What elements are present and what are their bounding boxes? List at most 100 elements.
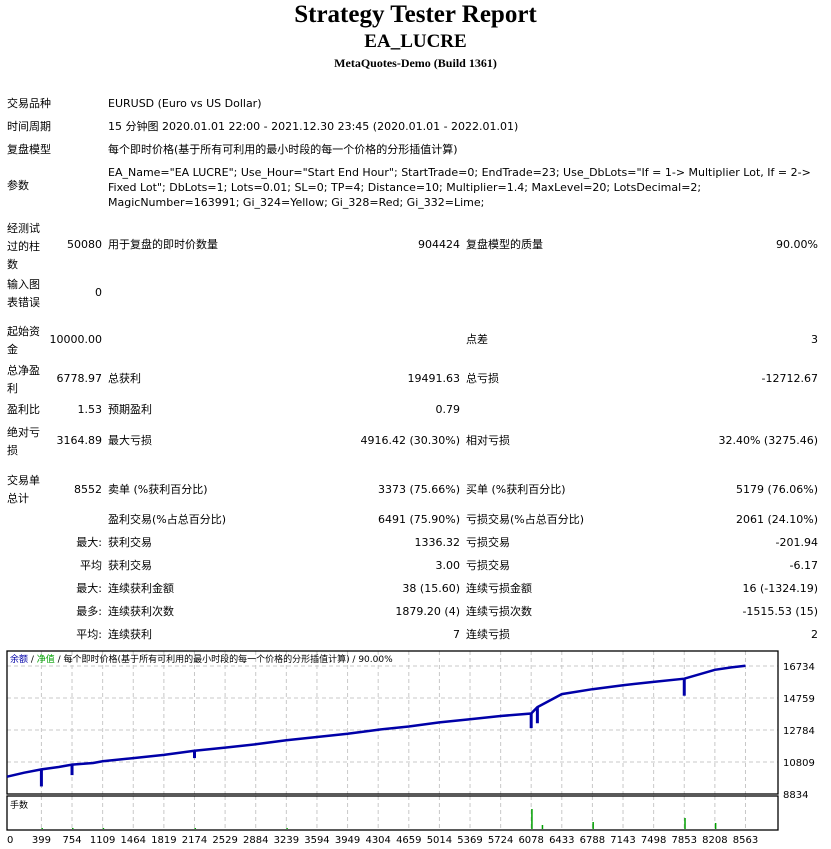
svg-text:754: 754 xyxy=(62,835,81,846)
equity-chart: 余额 / 净值 / 每个即时价格(基于所有可利用的最小时段的每一个价格的分形插值… xyxy=(6,650,815,846)
symbol-label: 交易品种 xyxy=(7,97,51,110)
symbol-value: EURUSD (Euro vs US Dollar) xyxy=(108,97,262,110)
svg-text:1109: 1109 xyxy=(90,835,115,846)
deposit-value: 10000.00 xyxy=(49,333,103,346)
expected-payoff-label: 预期盈利 xyxy=(108,403,152,416)
abs-dd-value: 3164.89 xyxy=(56,434,103,447)
params-label: 参数 xyxy=(7,179,29,192)
gross-profit-value: 19491.63 xyxy=(407,372,461,385)
svg-text:7498: 7498 xyxy=(641,835,666,846)
abs-dd-label: 绝对亏损 xyxy=(7,426,40,457)
average-prefix: 平均 xyxy=(80,559,102,572)
long-label: 买单 (%获利百分比) xyxy=(466,483,566,496)
spread-label: 点差 xyxy=(466,333,488,346)
chart-grid xyxy=(7,651,778,830)
svg-text:2174: 2174 xyxy=(182,835,207,846)
profit-factor-value: 1.53 xyxy=(77,403,103,416)
svg-text:8563: 8563 xyxy=(733,835,758,846)
svg-text:5369: 5369 xyxy=(457,835,482,846)
errors-value: 0 xyxy=(95,286,102,299)
avg-consec-losses-value: 2 xyxy=(811,628,818,641)
loss-trades-value: 2061 (24.10%) xyxy=(735,513,818,526)
svg-text:7853: 7853 xyxy=(672,835,697,846)
max-prefix: 最大: xyxy=(76,582,102,595)
avg-profit-value: 3.00 xyxy=(435,559,461,572)
report-title: Strategy Tester Report xyxy=(294,1,537,28)
long-value: 5179 (76.06%) xyxy=(735,483,818,496)
model-label: 复盘模型 xyxy=(7,143,51,156)
total-trades-value: 8552 xyxy=(74,483,102,496)
svg-text:3949: 3949 xyxy=(335,835,360,846)
profit-factor-label: 盈利比 xyxy=(7,403,40,416)
gross-profit-label: 总获利 xyxy=(108,372,141,385)
svg-text:14759: 14759 xyxy=(783,694,815,705)
most-prefix: 最多: xyxy=(76,605,102,618)
gross-loss-label: 总亏损 xyxy=(466,372,499,385)
chart-legend: 余额 / 净值 / 每个即时价格(基于所有可利用的最小时段的每一个价格的分形插值… xyxy=(10,653,393,665)
x-axis-labels: 0 399 754 1109 1464 1819 2174 2529 2884 3239 3594 3… xyxy=(7,835,758,846)
profit-trades-label: 盈利交易(%占总百分比) xyxy=(108,513,227,526)
volume-panel-frame xyxy=(6,795,779,831)
largest-prefix: 最大: xyxy=(76,536,102,549)
total-trades-label: 交易单总计 xyxy=(7,474,40,505)
svg-text:399: 399 xyxy=(32,835,51,846)
legend-balance: 余额 xyxy=(10,653,28,665)
volume-label: 手数 xyxy=(10,799,28,811)
svg-text:3594: 3594 xyxy=(304,835,329,846)
max-consec-wins-value: 38 (15.60) xyxy=(402,582,460,595)
avg-profit-label: 获利交易 xyxy=(108,559,152,572)
period-value: 15 分钟图 2020.01.01 22:00 - 2021.12.30 23:… xyxy=(108,120,519,133)
balance-line xyxy=(6,664,746,778)
legend-description: / 每个即时价格(基于所有可利用的最小时段的每一个价格的分形插值计算) / 90… xyxy=(55,653,393,665)
svg-text:7143: 7143 xyxy=(610,835,635,846)
deposit-label: 起始资金 xyxy=(7,325,40,356)
largest-loss-value: -201.94 xyxy=(775,536,818,549)
equity-panel-frame xyxy=(6,650,779,795)
avg-prefix: 平均: xyxy=(76,628,102,641)
loss-trades-label: 亏损交易(%占总百分比) xyxy=(466,513,585,526)
ea-name: EA_LUCRE xyxy=(364,31,467,52)
ticks-value: 904424 xyxy=(418,238,460,251)
svg-text:6433: 6433 xyxy=(549,835,574,846)
volume-bars xyxy=(41,809,717,829)
max-dd-value: 4916.42 (30.30%) xyxy=(360,434,460,447)
svg-text:2884: 2884 xyxy=(243,835,268,846)
rel-dd-label: 相对亏损 xyxy=(466,434,510,447)
max-consec-wins-label: 连续获利金额 xyxy=(108,582,174,595)
net-profit-value: 6778.97 xyxy=(56,372,103,385)
svg-text:2529: 2529 xyxy=(212,835,237,846)
svg-text:8834: 8834 xyxy=(783,790,808,801)
ticks-label: 用于复盘的即时价数量 xyxy=(108,238,218,251)
rel-dd-value: 32.40% (3275.46) xyxy=(718,434,818,447)
quality-label: 复盘模型的质量 xyxy=(466,238,543,251)
max-consec-profit-value: 1879.20 (4) xyxy=(395,605,460,618)
max-dd-label: 最大亏损 xyxy=(108,434,152,447)
period-label: 时间周期 xyxy=(7,120,51,133)
max-consec-losses-value: 16 (-1324.19) xyxy=(742,582,818,595)
avg-consec-wins-label: 连续获利 xyxy=(108,628,152,641)
legend-equity: 净值 xyxy=(37,653,55,665)
svg-text:1464: 1464 xyxy=(121,835,146,846)
largest-profit-value: 1336.32 xyxy=(414,536,461,549)
svg-text:12784: 12784 xyxy=(783,726,815,737)
drawdown-spikes xyxy=(39,678,686,787)
avg-loss-value: -6.17 xyxy=(789,559,818,572)
svg-text:16734: 16734 xyxy=(783,662,815,673)
avg-consec-wins-value: 7 xyxy=(453,628,460,641)
svg-text:0: 0 xyxy=(7,835,13,846)
svg-text:8208: 8208 xyxy=(702,835,727,846)
svg-text:4659: 4659 xyxy=(396,835,421,846)
gross-loss-value: -12712.67 xyxy=(761,372,818,385)
expected-payoff-value: 0.79 xyxy=(435,403,461,416)
avg-consec-losses-label: 连续亏损 xyxy=(466,628,510,641)
max-consec-loss-label: 连续亏损次数 xyxy=(466,605,532,618)
svg-text:3239: 3239 xyxy=(274,835,299,846)
server-build: MetaQuotes-Demo (Build 1361) xyxy=(334,56,497,70)
short-value: 3373 (75.66%) xyxy=(377,483,460,496)
net-profit-label: 总净盈利 xyxy=(7,364,40,395)
spread-value: 3 xyxy=(811,333,818,346)
max-consec-losses-label: 连续亏损金额 xyxy=(466,582,532,595)
y-axis-labels: 8834 10809 12784 14759 16734 xyxy=(783,662,815,801)
svg-text:4304: 4304 xyxy=(365,835,390,846)
largest-profit-label: 获利交易 xyxy=(108,536,152,549)
